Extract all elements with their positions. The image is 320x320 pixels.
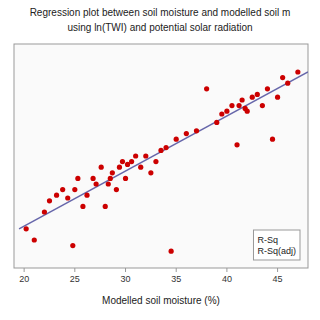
annotation-box: R-SqR-Sq(adj) xyxy=(253,230,300,260)
scatter-point xyxy=(72,187,77,192)
subtitle: using ln(TWI) and potential solar radiat… xyxy=(67,22,252,33)
scatter-point xyxy=(295,69,300,74)
scatter-point xyxy=(103,204,108,209)
scatter-point xyxy=(110,170,115,175)
scatter-point xyxy=(255,92,260,97)
plot-frame xyxy=(14,44,308,268)
scatter-point xyxy=(245,109,250,114)
scatter-point xyxy=(80,204,85,209)
scatter-point xyxy=(133,153,138,158)
scatter-point xyxy=(270,137,275,142)
scatter-point xyxy=(229,103,234,108)
scatter-point xyxy=(94,181,99,186)
chart: Regression plot between soil moisture an… xyxy=(0,0,320,320)
x-tick xyxy=(24,268,25,272)
scatter-point xyxy=(114,187,119,192)
scatter-point xyxy=(194,128,199,133)
scatter-point xyxy=(70,243,75,248)
scatter-point xyxy=(138,165,143,170)
scatter-point xyxy=(90,176,95,181)
scatter-point xyxy=(75,176,80,181)
x-axis-label: Modelled soil moisture (%) xyxy=(102,295,220,306)
scatter-point xyxy=(153,159,158,164)
x-tick xyxy=(74,268,75,272)
x-tick-label: 25 xyxy=(70,274,80,284)
x-tick-label: 20 xyxy=(19,274,29,284)
data-layer xyxy=(19,69,308,253)
scatter-point xyxy=(65,195,70,200)
scatter-point xyxy=(184,131,189,136)
x-tick xyxy=(277,268,278,272)
scatter-point xyxy=(60,187,65,192)
scatter-point xyxy=(204,86,209,91)
scatter-point xyxy=(234,142,239,147)
x-tick xyxy=(176,268,177,272)
regression-line xyxy=(19,72,308,229)
x-tick xyxy=(125,268,126,272)
scatter-point xyxy=(214,120,219,125)
scatter-point xyxy=(224,109,229,114)
scatter-point xyxy=(24,226,29,231)
scatter-point xyxy=(275,95,280,100)
scatter-point xyxy=(240,97,245,102)
scatter-point xyxy=(280,75,285,80)
scatter-point xyxy=(158,148,163,153)
x-tick-label: 45 xyxy=(273,274,283,284)
scatter-point xyxy=(174,137,179,142)
scatter-point xyxy=(54,193,59,198)
scatter-point xyxy=(47,198,52,203)
scatter-point xyxy=(129,159,134,164)
scatter-point xyxy=(108,176,113,181)
scatter-point xyxy=(42,209,47,214)
scatter-point xyxy=(163,145,168,150)
scatter-point xyxy=(219,111,224,116)
scatter-point xyxy=(169,249,174,254)
scatter-point xyxy=(265,86,270,91)
scatter-point xyxy=(143,153,148,158)
x-tick-label: 30 xyxy=(121,274,131,284)
scatter-point xyxy=(148,170,153,175)
scatter-point xyxy=(106,181,111,186)
x-tick-label: 40 xyxy=(222,274,232,284)
x-tick-label: 35 xyxy=(171,274,181,284)
annotation-frame xyxy=(253,230,300,260)
annotation: R-Sq(adj) xyxy=(257,246,296,256)
x-tick xyxy=(226,268,227,272)
scatter-point xyxy=(84,193,89,198)
scatter-point xyxy=(117,165,122,170)
annotation: R-Sq xyxy=(257,235,278,245)
scatter-point xyxy=(99,165,104,170)
scatter-point xyxy=(260,103,265,108)
scatter-point xyxy=(32,237,37,242)
title: Regression plot between soil moisture an… xyxy=(30,7,291,18)
scatter-point xyxy=(285,81,290,86)
scatter-point xyxy=(250,95,255,100)
scatter-point xyxy=(120,159,125,164)
scatter-point xyxy=(236,103,241,108)
scatter-point xyxy=(123,176,128,181)
